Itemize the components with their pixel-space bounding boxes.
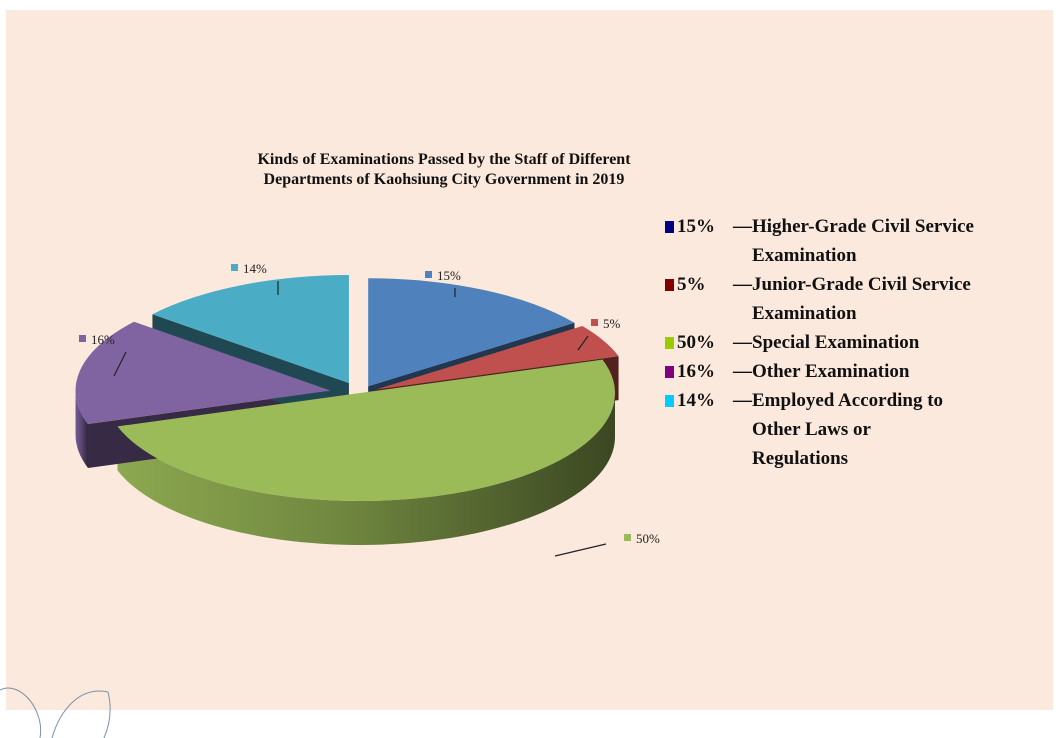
pie-slice (117, 359, 615, 501)
legend-dash: — (733, 332, 752, 353)
data-label: 15% (437, 268, 461, 283)
leader-line (554, 543, 607, 557)
legend-swatch (665, 395, 674, 407)
pie-slice (75, 321, 331, 424)
legend-label-line: Junior-Grade Civil Service (752, 274, 971, 295)
legend-item: 15% — Higher-Grade Civil Service Examinatio… (665, 212, 1055, 270)
legend-label-line: Higher-Grade Civil Service (752, 216, 974, 237)
leader-line (577, 335, 589, 351)
legend-percent: 50% (677, 332, 715, 353)
legend-percent: 16% (677, 361, 715, 382)
data-label: 16% (91, 332, 115, 347)
legend-dash: — (733, 361, 752, 382)
legend-key: 15% — (665, 212, 752, 270)
decorative-curves (0, 687, 111, 738)
legend-percent: 5% (677, 274, 706, 295)
leader-line (113, 351, 127, 377)
data-label-marker (624, 534, 631, 541)
data-label-marker (79, 335, 86, 342)
legend-item: 5% — Junior-Grade Civil Service Examination (665, 270, 1055, 328)
legend-key: 16% — (665, 357, 752, 386)
legend-dash: — (733, 390, 752, 411)
legend-label-line: Examination (752, 303, 857, 324)
chart-legend: 15% — Higher-Grade Civil Service Examinatio… (665, 212, 1055, 473)
legend-label-line: Employed According to (752, 390, 944, 411)
chart-title-line: Departments of Kaohsiung City Government… (263, 171, 625, 188)
data-label-marker (231, 264, 238, 271)
legend-label-line: Regulations (752, 448, 849, 469)
legend-label-line: Other Laws or (752, 419, 871, 440)
legend-swatch (665, 366, 674, 378)
pie-slice (376, 326, 619, 390)
legend-swatch (665, 337, 674, 349)
legend-swatch (665, 279, 674, 291)
legend-label-line: Special Examination (752, 332, 920, 353)
legend-label: Special Examination (752, 328, 1055, 357)
legend-item: 50% — Special Examination (665, 328, 1055, 357)
pie-slice-side (75, 390, 89, 468)
data-label-marker (591, 319, 598, 326)
legend-dash: — (733, 274, 752, 295)
chart-title-line: Kinds of Examinations Passed by the Staf… (257, 151, 631, 168)
legend-label: Employed According to Other Laws or Regula… (752, 386, 1055, 473)
data-label-marker (425, 271, 432, 278)
legend-label: Higher-Grade Civil Service Examination (752, 212, 1055, 270)
data-label: 5% (603, 316, 621, 331)
legend-label: Other Examination (752, 357, 1055, 386)
legend-item: 14% — Employed According to Other Laws or Re… (665, 386, 1055, 473)
legend-label-line: Other Examination (752, 361, 910, 382)
legend-key: 5% — (665, 270, 752, 328)
legend-item: 16% — Other Examination (665, 357, 1055, 386)
legend-dash: — (733, 216, 752, 237)
pie-slice-side (117, 393, 615, 546)
pie-slice (152, 275, 349, 384)
legend-swatch (665, 221, 674, 233)
legend-key: 50% — (665, 328, 752, 357)
legend-key: 14% — (665, 386, 752, 473)
legend-label-line: Examination (752, 245, 857, 266)
data-label: 50% (636, 531, 660, 546)
chart-title: Kinds of Examinations Passed by the Staf… (214, 150, 674, 190)
legend-percent: 15% (677, 216, 715, 237)
pie-slice (368, 278, 575, 387)
legend-percent: 14% (677, 390, 715, 411)
legend-label: Junior-Grade Civil Service Examination (752, 270, 1055, 328)
data-label: 14% (243, 261, 267, 276)
